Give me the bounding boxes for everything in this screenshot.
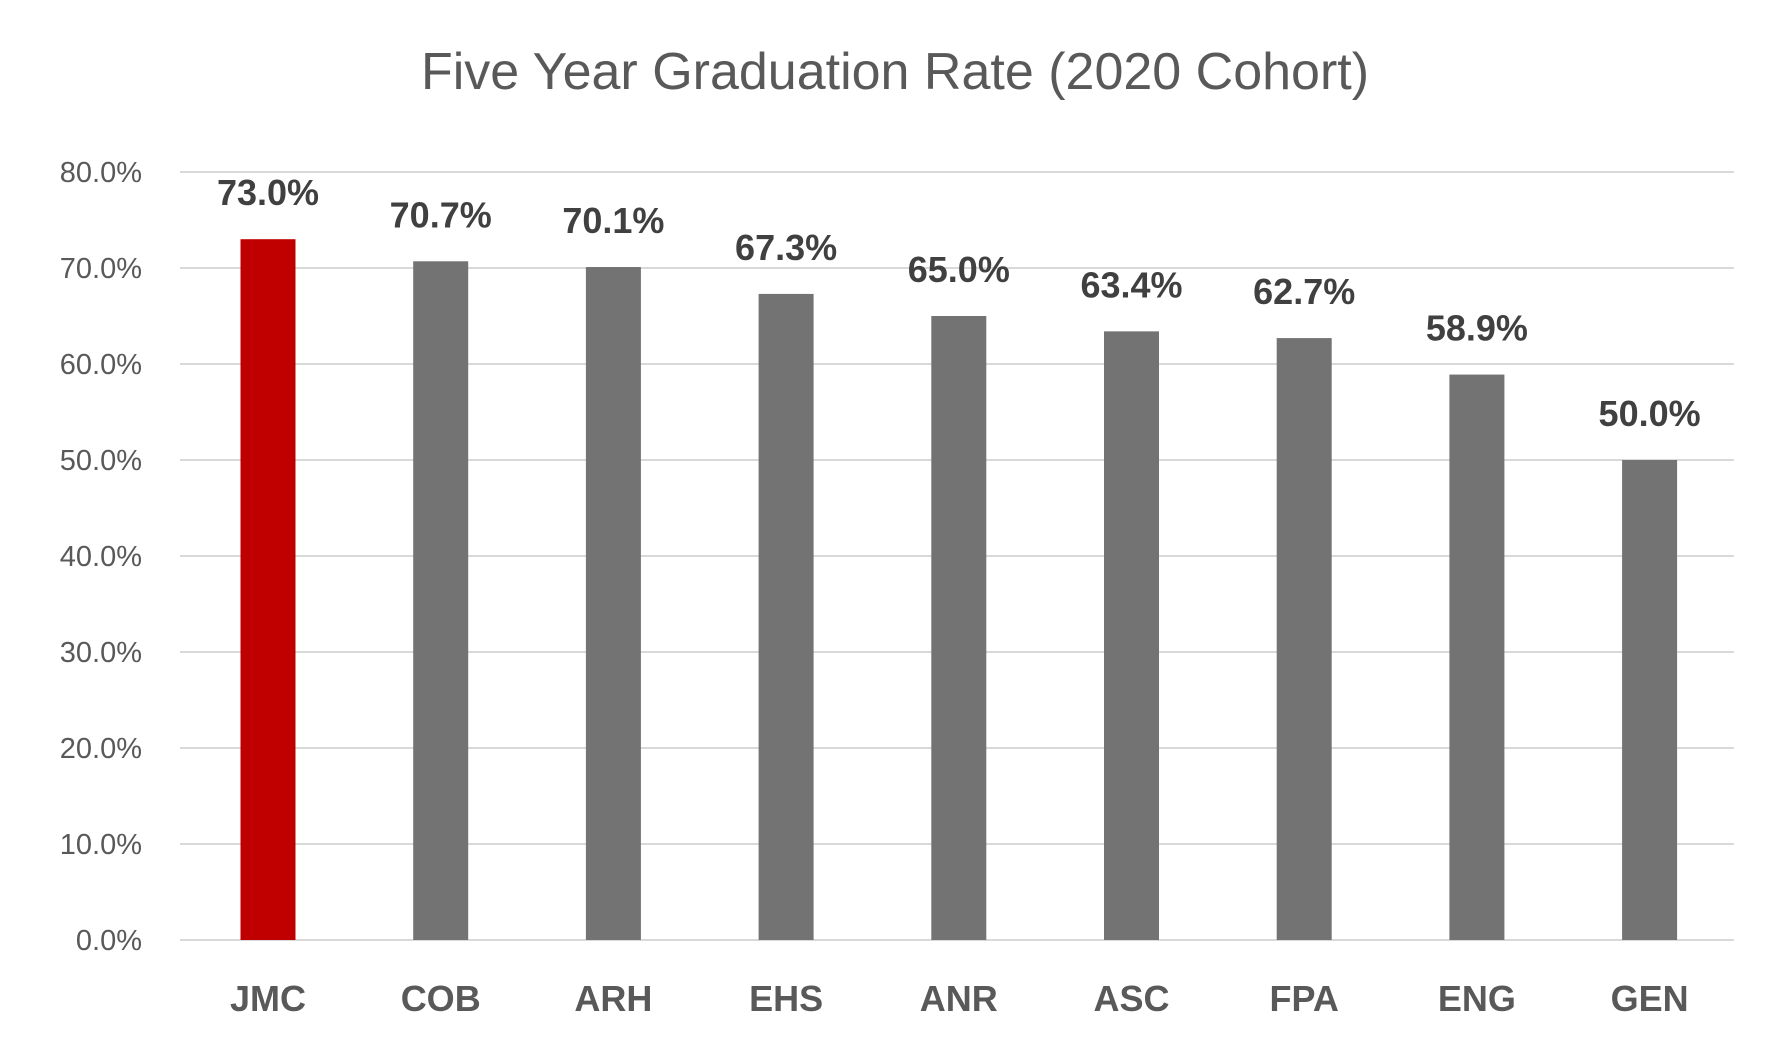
bar-asc: [1104, 331, 1159, 940]
bar-jmc: [240, 239, 296, 940]
y-tick-label: 40.0%: [60, 541, 142, 573]
y-tick-label: 70.0%: [60, 253, 142, 285]
bar-anr: [931, 316, 987, 940]
data-label: 70.1%: [562, 200, 664, 241]
x-tick-label: JMC: [230, 978, 306, 1019]
x-tick-label: COB: [401, 978, 481, 1019]
data-label: 50.0%: [1599, 393, 1701, 434]
x-tick-label: ARH: [574, 978, 652, 1019]
x-tick-label: GEN: [1611, 978, 1689, 1019]
y-tick-label: 20.0%: [60, 733, 142, 765]
y-tick-label: 0.0%: [76, 925, 142, 957]
bar-fpa: [1276, 338, 1332, 941]
chart-title: Five Year Graduation Rate (2020 Cohort): [420, 43, 1370, 101]
y-tick-label: 50.0%: [60, 445, 142, 477]
data-label: 62.7%: [1253, 271, 1355, 312]
bar-eng: [1449, 374, 1505, 940]
y-tick-label: 60.0%: [60, 349, 142, 381]
data-label: 70.7%: [390, 194, 492, 235]
bar-ehs: [758, 293, 814, 940]
data-label: 58.9%: [1426, 308, 1528, 349]
x-tick-label: EHS: [749, 978, 823, 1019]
data-label: 67.3%: [735, 227, 837, 268]
y-tick-label: 30.0%: [60, 637, 142, 669]
y-tick-label: 10.0%: [60, 829, 142, 861]
data-label: 63.4%: [1080, 264, 1182, 305]
bar-cob: [413, 261, 469, 940]
y-tick-label: 80.0%: [60, 157, 142, 189]
x-tick-label: ANR: [920, 978, 998, 1019]
data-label: 65.0%: [908, 249, 1010, 290]
bar-arh: [585, 267, 641, 940]
bar-gen: [1622, 460, 1678, 940]
x-tick-label: ASC: [1093, 978, 1169, 1019]
data-label: 73.0%: [217, 172, 319, 213]
x-tick-label: FPA: [1270, 978, 1339, 1019]
x-tick-label: ENG: [1438, 978, 1516, 1019]
